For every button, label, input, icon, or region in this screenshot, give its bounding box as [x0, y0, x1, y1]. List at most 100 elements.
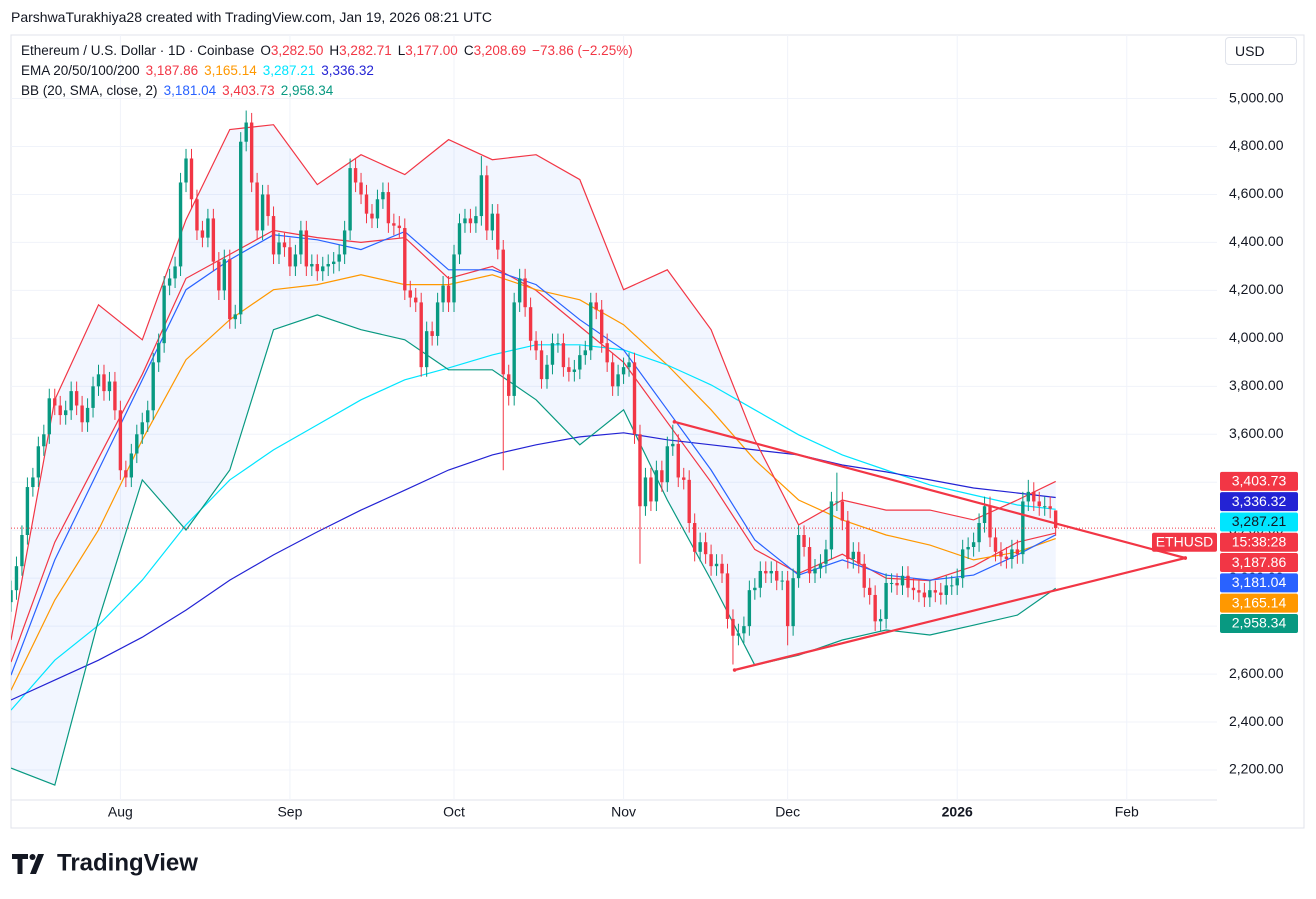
candle-body [654, 470, 659, 502]
candle-body [1048, 506, 1052, 509]
candle-body [665, 446, 670, 483]
candle-body [720, 563, 724, 574]
candle-body [873, 594, 877, 622]
candle-body [468, 218, 473, 224]
trendline-point [1183, 556, 1188, 560]
currency-button[interactable]: USD [1225, 37, 1297, 65]
candle-body [63, 410, 68, 416]
candle-body [403, 228, 407, 291]
candle-body [446, 285, 451, 303]
candle-body [129, 453, 134, 478]
candle-body [200, 230, 205, 238]
legend-indicator-value: 2,958.34 [280, 83, 334, 98]
candle-body [818, 563, 823, 569]
candle-body [840, 501, 845, 521]
candle-body [151, 362, 155, 411]
candle-body [228, 259, 232, 320]
candle-body [11, 590, 13, 603]
candle-body [829, 501, 834, 550]
price-badge-label: 3,287.21 [1232, 513, 1287, 529]
candle-body [539, 350, 544, 380]
candle-body [233, 314, 237, 320]
candle-body [660, 470, 664, 483]
price-badge [1220, 512, 1298, 532]
candle-body [36, 446, 41, 478]
candle-body [463, 218, 467, 224]
y-tick-label: 2,600.00 [1229, 665, 1284, 681]
candle-body [20, 535, 24, 567]
legend-indicator-value: 3,187.86 [145, 63, 199, 78]
candle-body [310, 264, 314, 267]
candle-body [452, 254, 456, 303]
symbol-badge-label: ETHUSD [1156, 533, 1214, 549]
candle-body [649, 477, 653, 502]
candle-body [239, 141, 243, 315]
price-badge [1220, 471, 1298, 491]
candle-body [643, 477, 648, 507]
candle-body [195, 199, 199, 231]
candle-body [386, 192, 391, 224]
candle-body [1043, 506, 1047, 508]
candle-body [594, 302, 598, 310]
candle-body [107, 381, 112, 392]
candle-body [884, 582, 888, 619]
candle-body [496, 213, 500, 250]
candle-body [523, 278, 527, 308]
candle-body [217, 261, 221, 291]
candle-body [638, 434, 642, 507]
candle-body [682, 477, 686, 480]
y-tick-label: 3,800.00 [1229, 377, 1284, 393]
brand-name: TradingView [57, 849, 198, 876]
candle-body [348, 168, 352, 231]
candle-body [709, 554, 713, 567]
candle-body [282, 242, 287, 248]
candle-body [118, 410, 123, 471]
legend-value: 3,282.50 [270, 43, 324, 58]
attribution: ParshwaTurakhiya28 created with TradingV… [11, 9, 492, 25]
candle-body [457, 223, 462, 255]
candle-body [293, 254, 298, 267]
candle-body [419, 302, 423, 368]
candle-body [567, 367, 571, 372]
candle-body [474, 216, 478, 224]
candle-body [490, 213, 495, 231]
candle-body [80, 405, 84, 423]
legend-row: Ethereum / U.S. Dollar · 1D · Coinbase O3… [21, 41, 639, 61]
candle-body [960, 549, 965, 579]
candle-body [578, 355, 582, 370]
trendline [674, 420, 1186, 560]
candle-body [780, 580, 784, 582]
candle-body [687, 479, 691, 524]
candle-body [922, 592, 927, 598]
price-badge [1220, 492, 1298, 512]
candle-body [315, 264, 319, 272]
brand-logo: TradingView [12, 849, 198, 876]
candle-body [950, 585, 954, 587]
candle-body [835, 501, 839, 503]
candle-body [796, 535, 801, 579]
candle-body [58, 405, 62, 416]
candle-body [512, 302, 516, 396]
price-badge [1220, 553, 1298, 573]
candle-body [1032, 491, 1036, 502]
x-tick-label: Aug [108, 804, 133, 820]
trendline-point [672, 420, 677, 424]
candle-body [375, 199, 380, 219]
candle-body [928, 590, 932, 598]
candle-body [167, 278, 172, 286]
candle-body [408, 290, 412, 298]
y-tick-label: 2,200.00 [1229, 761, 1284, 777]
candle-body [878, 618, 883, 622]
candle-body [485, 175, 489, 231]
y-tick-label: 4,000.00 [1229, 329, 1284, 345]
candle-body [260, 194, 265, 231]
candle-body [550, 343, 555, 365]
candle-body [321, 266, 325, 272]
candle-body [69, 391, 73, 411]
candle-body [135, 434, 139, 454]
candle-body [534, 340, 538, 351]
candle-body [862, 563, 866, 588]
candle-body [364, 194, 369, 214]
legend-key: H [329, 43, 340, 58]
candle-body [867, 587, 872, 595]
